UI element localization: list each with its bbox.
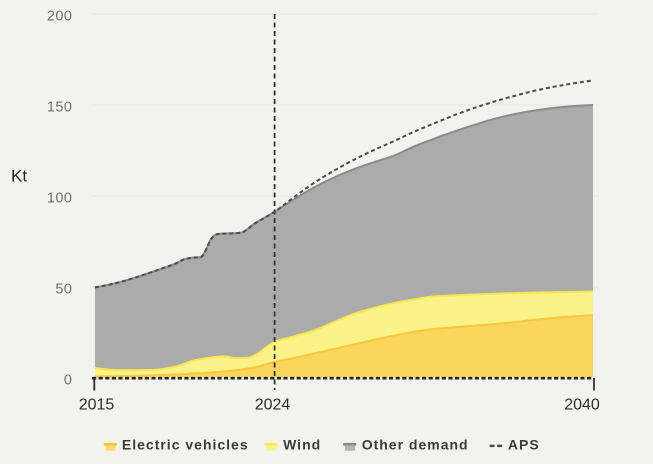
svg-text:150: 150 [47,99,72,115]
svg-text:2015: 2015 [79,397,115,414]
svg-text:200: 200 [47,8,72,24]
svg-text:APS: APS [508,436,540,452]
svg-text:Electric vehicles: Electric vehicles [122,436,249,452]
svg-text:100: 100 [47,190,72,206]
svg-text:0: 0 [64,372,72,388]
svg-text:Kt: Kt [11,167,27,186]
svg-text:2040: 2040 [564,397,600,414]
svg-text:2024: 2024 [255,397,291,414]
svg-text:Wind: Wind [283,436,321,452]
svg-text:Other demand: Other demand [362,436,469,452]
svg-text:50: 50 [55,281,72,297]
